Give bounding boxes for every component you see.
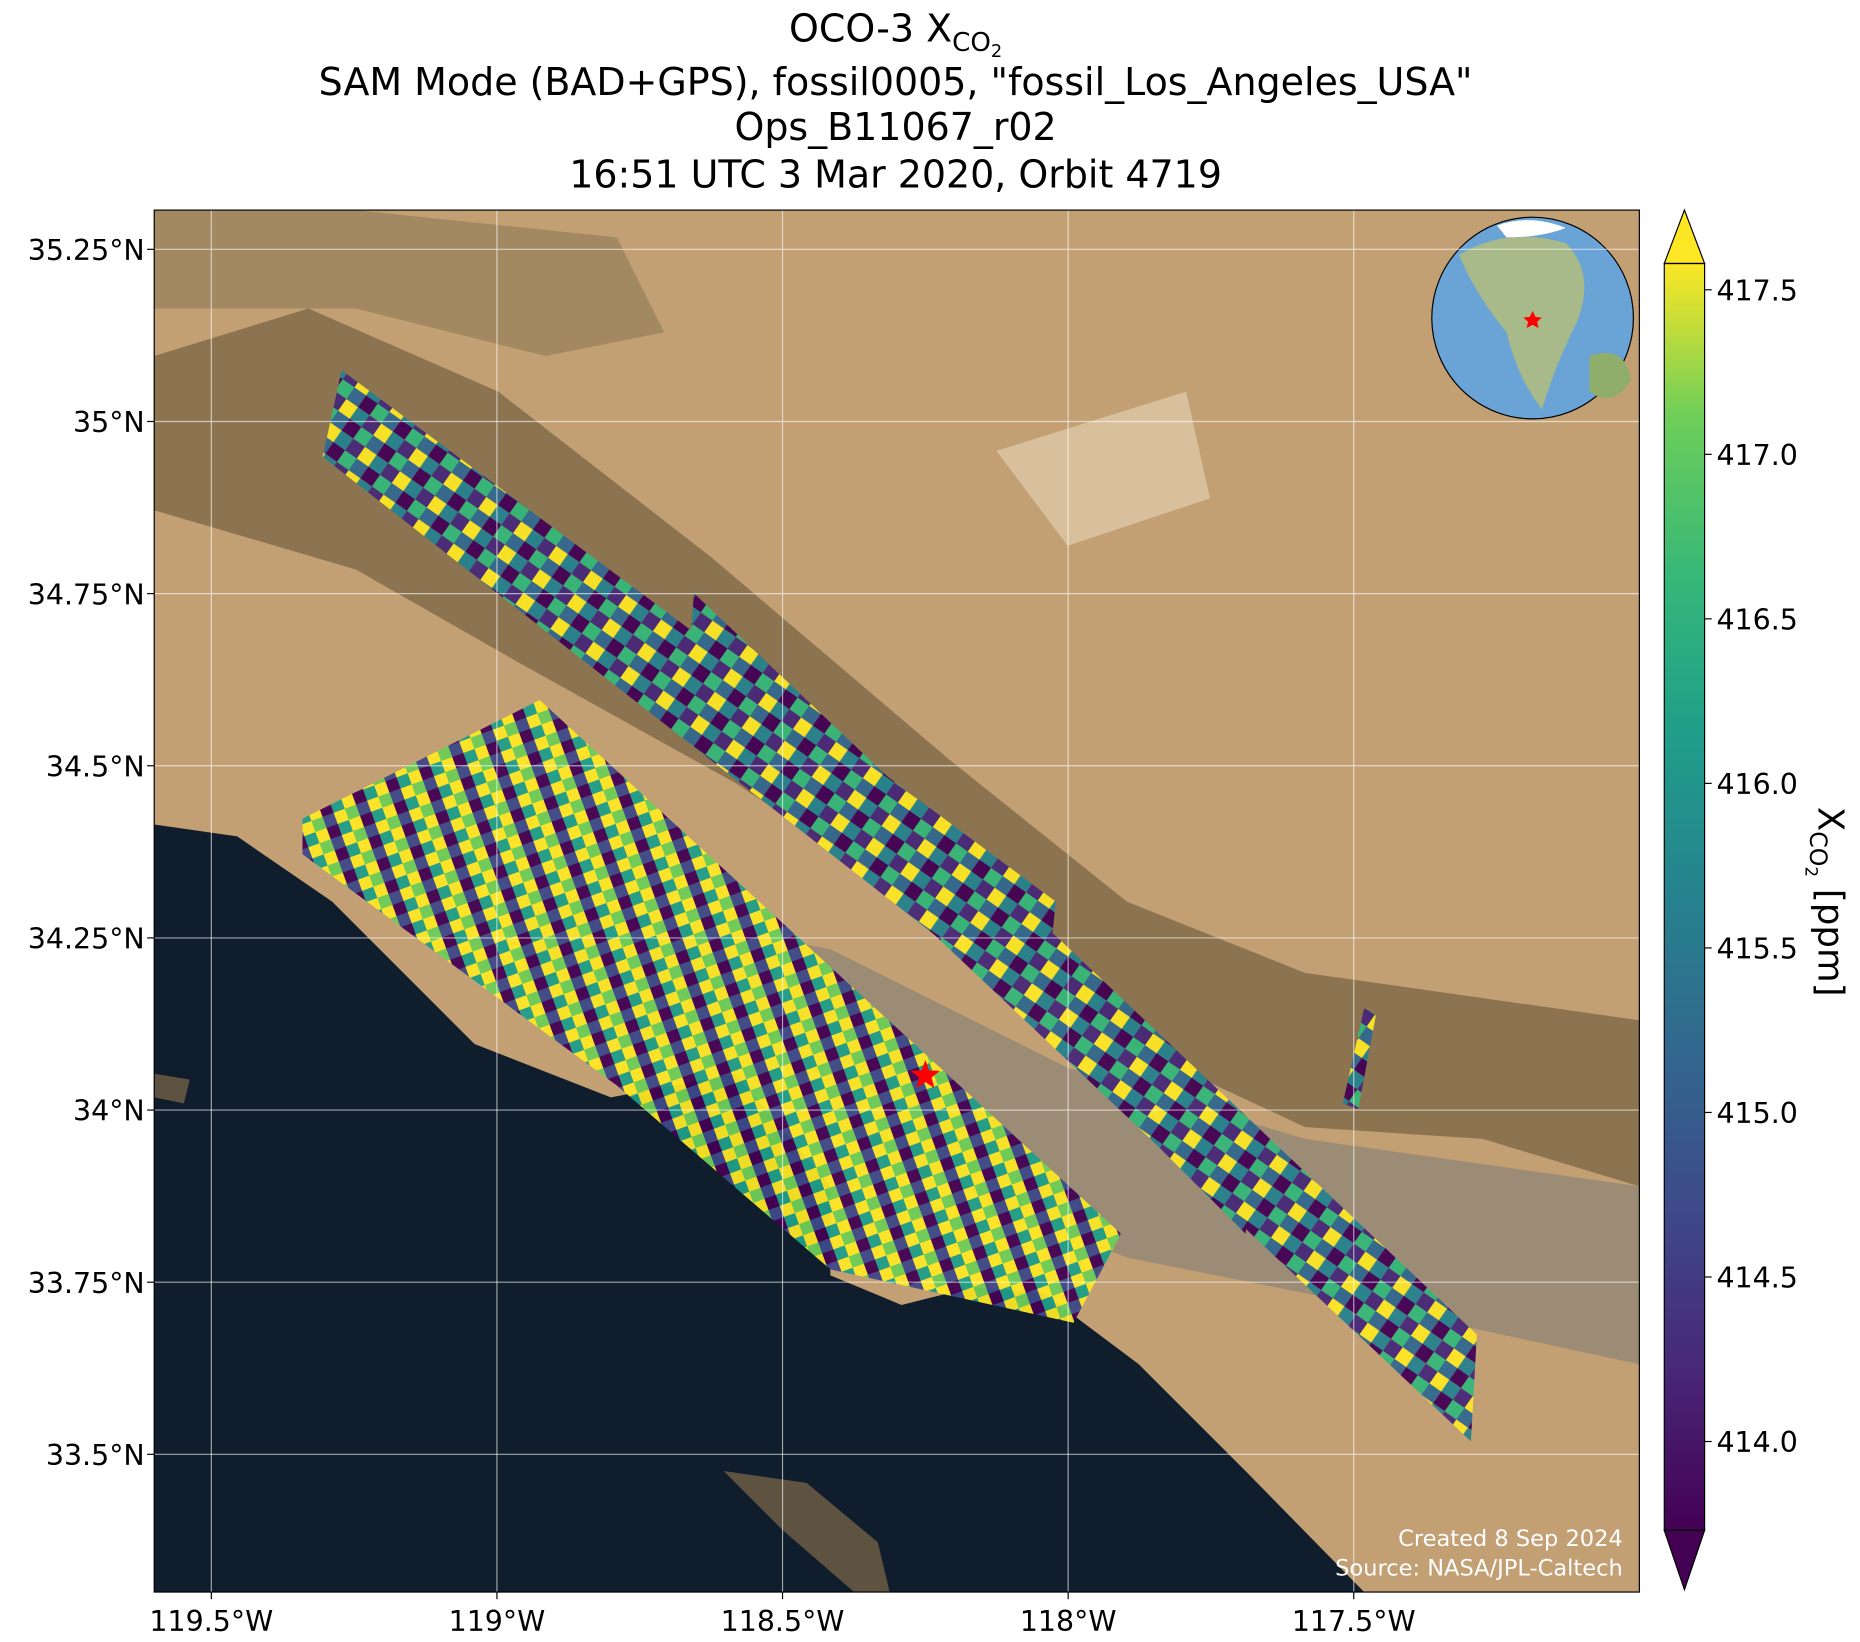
colorbar-tick-label: 415.0 [1716,1097,1797,1130]
colorbar-tick-label: 416.5 [1716,604,1797,637]
x-tick-label: 117.5°W [1292,1605,1416,1638]
colorbar-tick-label: 414.0 [1716,1426,1797,1459]
dry-lake [996,391,1210,546]
title: OCO-3 XCO2 SAM Mode (BAD+GPS), fossil000… [319,7,1473,197]
ice [1497,220,1566,238]
globe-inset [1431,216,1635,420]
colorbar-tick-label: 416.0 [1716,768,1797,801]
swath [1342,1008,1377,1110]
y-tick-label: 33.5°N [46,1439,145,1472]
basemap [154,210,1640,1593]
x-tick-label: 119°W [449,1605,546,1638]
title-text: OCO-3 X [789,7,952,51]
swath [302,700,1121,1323]
title-line: Ops_B11067_r02 [734,105,1056,149]
x-tick-label: 118°W [1020,1605,1117,1638]
colorbar-tick-label: 415.5 [1716,933,1797,966]
y-tick-label: 34°N [73,1095,145,1128]
colorbar-tick-label: 417.0 [1716,439,1797,472]
colorbar-extend-min [1663,1529,1706,1592]
title-sub: CO [952,28,991,58]
credit: Source: NASA/JPL-Caltech [1335,1555,1623,1581]
colorbar-extend-max [1663,208,1706,265]
colorbar-body [1664,263,1705,1531]
y-tick-label: 35°N [73,406,145,439]
x-tick-label: 119.5°W [149,1605,273,1638]
title-line: OCO-3 XCO2 [789,7,1002,62]
y-tick-label: 33.75°N [28,1267,145,1300]
colorbar-frame [1663,262,1706,1531]
continent [1459,236,1585,410]
continent [1589,353,1632,399]
title-line: 16:51 UTC 3 Mar 2020, Orbit 4719 [569,153,1222,197]
colorbar-label: XCO2 [ppm] [1801,807,1850,997]
title-line: SAM Mode (BAD+GPS), fossil0005, "fossil_… [319,60,1473,104]
farmland [154,210,665,357]
island [154,1073,190,1104]
site-marker [910,1060,940,1089]
swaths [302,370,1477,1442]
swath [1055,949,1258,1234]
y-tick-label: 34.5°N [46,750,145,783]
grid [147,210,1640,1600]
y-tick-label: 34.25°N [28,923,145,956]
label-unit: [ppm] [1809,889,1850,997]
y-tick-label: 34.75°N [28,578,145,611]
globe-star [1523,310,1542,329]
ocean [154,824,1365,1593]
label-sub: CO [1804,831,1832,866]
colorbar-tick-label: 414.5 [1716,1262,1797,1295]
credit: Created 8 Sep 2024 [1398,1526,1623,1552]
y-tick-label: 35.25°N [28,234,145,267]
title-subsub: 2 [991,41,1002,62]
map-frame [153,209,1640,1593]
label-subsub: 2 [1801,866,1820,877]
colorbar: XCO2 [ppm] 414.0 414.5 415.0 415.5 416.0 416.5… [1663,208,1850,1592]
colorbar-tick-label: 417.5 [1716,274,1797,307]
island [723,1471,890,1593]
label-text: X [1809,807,1850,831]
x-tick-label: 118.5°W [721,1605,845,1638]
